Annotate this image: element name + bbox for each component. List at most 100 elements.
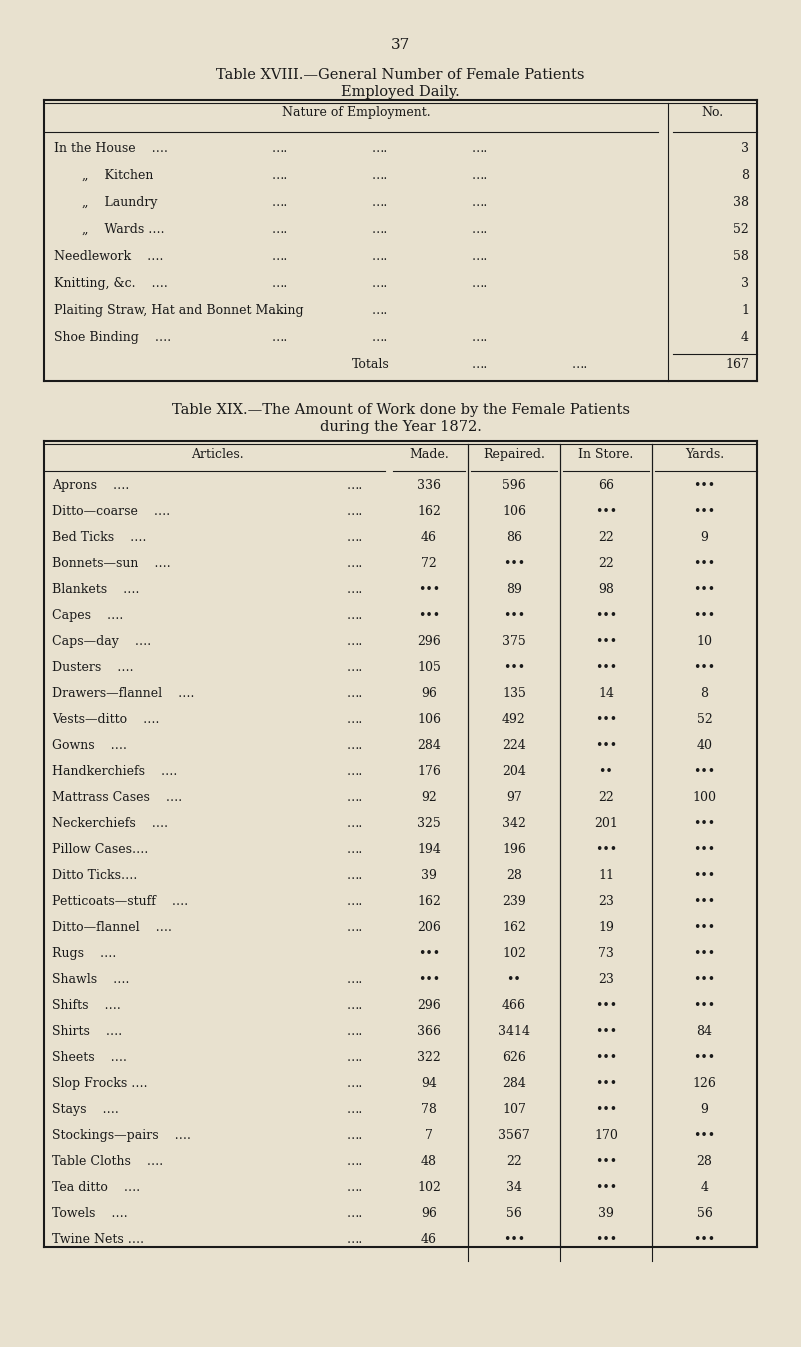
Text: ….: …. [347,921,363,933]
Text: •••: ••• [694,1129,715,1142]
Text: •••: ••• [694,1051,715,1064]
Text: Shawls    ….: Shawls …. [52,973,130,986]
Text: Vests—ditto    ….: Vests—ditto …. [52,713,159,726]
Text: ….: …. [272,304,288,317]
Text: ….: …. [347,869,363,882]
Text: ….: …. [347,505,363,519]
Text: ….: …. [347,1103,363,1117]
Text: 39: 39 [598,1207,614,1220]
Text: Shoe Binding    ….: Shoe Binding …. [54,331,171,343]
Text: 98: 98 [598,583,614,595]
Text: 38: 38 [733,197,749,209]
Text: 375: 375 [502,634,526,648]
Text: •••: ••• [595,713,617,726]
Text: 72: 72 [421,558,437,570]
Text: 492: 492 [502,713,526,726]
Text: 84: 84 [697,1025,713,1039]
Text: 126: 126 [693,1078,716,1090]
Text: 78: 78 [421,1103,437,1117]
Text: ….: …. [372,141,388,155]
Text: ….: …. [472,358,488,370]
Text: •••: ••• [694,921,715,933]
Text: Capes    ….: Capes …. [52,609,123,622]
Text: ….: …. [472,168,488,182]
Text: 52: 52 [733,224,749,236]
Text: •••: ••• [694,973,715,986]
Text: •••: ••• [694,609,715,622]
Text: 162: 162 [417,894,441,908]
Text: 170: 170 [594,1129,618,1142]
Text: •••: ••• [694,818,715,830]
Text: Nature of Employment.: Nature of Employment. [282,106,430,119]
Text: •••: ••• [694,999,715,1012]
Text: Stays    ….: Stays …. [52,1103,119,1117]
Text: 23: 23 [598,894,614,908]
Text: 23: 23 [598,973,614,986]
Text: Shifts    ….: Shifts …. [52,999,121,1012]
Text: 10: 10 [697,634,713,648]
Text: Made.: Made. [409,449,449,461]
Text: 94: 94 [421,1078,437,1090]
Text: Slop Frocks ….: Slop Frocks …. [52,1078,147,1090]
Text: ••: •• [598,765,614,779]
Text: 96: 96 [421,687,437,700]
Text: 135: 135 [502,687,526,700]
Text: 336: 336 [417,480,441,492]
Text: Shirts    ….: Shirts …. [52,1025,122,1039]
Text: 4: 4 [701,1181,709,1193]
Text: •••: ••• [694,661,715,674]
Text: 89: 89 [506,583,522,595]
Text: 40: 40 [697,740,713,752]
Text: 9: 9 [701,1103,708,1117]
Text: •••: ••• [595,1154,617,1168]
Text: 162: 162 [417,505,441,519]
Text: 3: 3 [741,141,749,155]
Text: 102: 102 [502,947,526,960]
Text: ….: …. [347,687,363,700]
Text: •••: ••• [694,894,715,908]
Text: 1: 1 [741,304,749,317]
Text: Bonnets—sun    ….: Bonnets—sun …. [52,558,171,570]
Text: 194: 194 [417,843,441,855]
Text: ….: …. [272,197,288,209]
Text: Blankets    ….: Blankets …. [52,583,139,595]
Text: Tea ditto    ….: Tea ditto …. [52,1181,140,1193]
Text: 106: 106 [417,713,441,726]
Text: ….: …. [472,224,488,236]
Text: •••: ••• [694,505,715,519]
Text: •••: ••• [595,634,617,648]
Text: 224: 224 [502,740,526,752]
Text: 176: 176 [417,765,441,779]
Text: ….: …. [372,168,388,182]
Text: ….: …. [347,740,363,752]
Text: 325: 325 [417,818,441,830]
Text: Mattrass Cases    ….: Mattrass Cases …. [52,791,182,804]
Text: ….: …. [347,1233,363,1246]
Text: 3414: 3414 [498,1025,530,1039]
Text: ….: …. [272,277,288,290]
Text: •••: ••• [503,661,525,674]
Text: 284: 284 [417,740,441,752]
Text: •••: ••• [503,1233,525,1246]
Text: 596: 596 [502,480,526,492]
Text: ….: …. [372,251,388,263]
Text: •••: ••• [595,740,617,752]
Text: 106: 106 [502,505,526,519]
Text: 102: 102 [417,1181,441,1193]
Text: Knitting, &c.    ….: Knitting, &c. …. [54,277,167,290]
Text: Drawers—flannel    ….: Drawers—flannel …. [52,687,195,700]
Text: ….: …. [347,1129,363,1142]
Text: Twine Nets ….: Twine Nets …. [52,1233,144,1246]
Text: Needlework    ….: Needlework …. [54,251,163,263]
Text: during the Year 1872.: during the Year 1872. [320,420,481,434]
Text: Plaiting Straw, Hat and Bonnet Making: Plaiting Straw, Hat and Bonnet Making [54,304,304,317]
Text: 626: 626 [502,1051,526,1064]
Text: 48: 48 [421,1154,437,1168]
Text: ….: …. [372,197,388,209]
Text: 96: 96 [421,1207,437,1220]
Text: ….: …. [372,277,388,290]
Text: Neckerchiefs    ….: Neckerchiefs …. [52,818,168,830]
Text: ….: …. [347,818,363,830]
Text: 9: 9 [701,531,708,544]
Text: 342: 342 [502,818,526,830]
